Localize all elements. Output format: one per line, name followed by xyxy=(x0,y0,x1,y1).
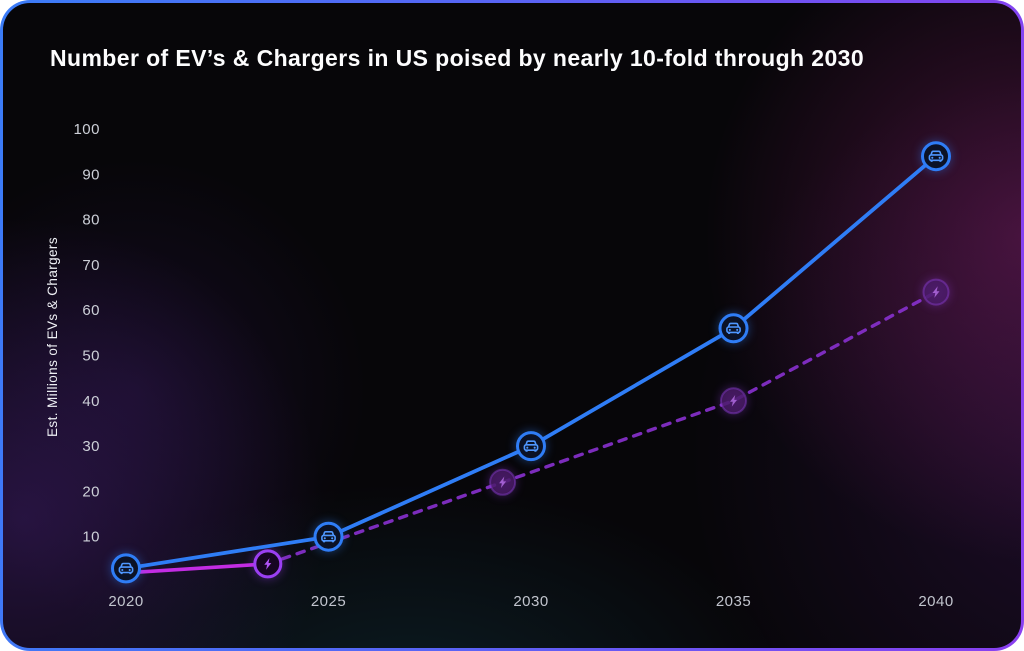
y-tick-label: 50 xyxy=(82,348,100,365)
x-tick-label: 2035 xyxy=(716,593,751,610)
ev-data-point xyxy=(718,313,749,344)
x-tick-label: 2025 xyxy=(311,593,346,610)
y-tick-label: 80 xyxy=(82,212,100,229)
y-tick-label: 60 xyxy=(82,302,100,319)
chargers-line-solid xyxy=(124,562,270,575)
y-tick-label: 20 xyxy=(82,483,100,500)
y-tick-label: 10 xyxy=(82,529,100,546)
ev-data-point xyxy=(313,521,344,552)
chart-title: Number of EV’s & Chargers in US poised b… xyxy=(50,45,865,71)
lightning-icon xyxy=(499,476,507,489)
ev-data-point xyxy=(516,431,546,462)
car-icon xyxy=(928,150,944,162)
car-icon xyxy=(321,531,336,543)
evs-line xyxy=(124,154,938,571)
x-tick-label: 2020 xyxy=(108,593,143,610)
lightning-icon xyxy=(932,286,940,298)
car-icon xyxy=(523,440,539,452)
charger-data-point xyxy=(922,278,950,306)
car-icon xyxy=(726,322,741,334)
y-tick-label: 70 xyxy=(82,257,100,274)
y-axis-title: Est. Millions of EVs & Chargers xyxy=(45,237,60,437)
lightning-icon xyxy=(730,395,737,407)
charger-data-point xyxy=(489,468,517,496)
y-tick-label: 100 xyxy=(73,121,100,138)
y-tick-label: 90 xyxy=(82,166,100,183)
ev-data-point xyxy=(921,141,951,172)
y-axis-ticks: 10 20 30 40 50 60 70 80 90 100 xyxy=(73,121,100,546)
ev-data-point xyxy=(111,553,141,584)
x-tick-label: 2030 xyxy=(513,593,548,610)
charger-data-point xyxy=(720,387,747,415)
y-tick-label: 40 xyxy=(82,393,100,410)
y-tick-label: 30 xyxy=(82,438,100,455)
charger-data-point xyxy=(253,549,283,579)
x-tick-label: 2040 xyxy=(918,593,953,610)
infographic-card: Number of EV’s & Chargers in US poised b… xyxy=(3,3,1021,648)
lightning-icon xyxy=(264,558,272,570)
chargers-line-dashed xyxy=(266,290,938,566)
x-axis-ticks: 2020 2025 2030 2035 2040 xyxy=(108,593,953,610)
car-icon xyxy=(118,562,134,575)
